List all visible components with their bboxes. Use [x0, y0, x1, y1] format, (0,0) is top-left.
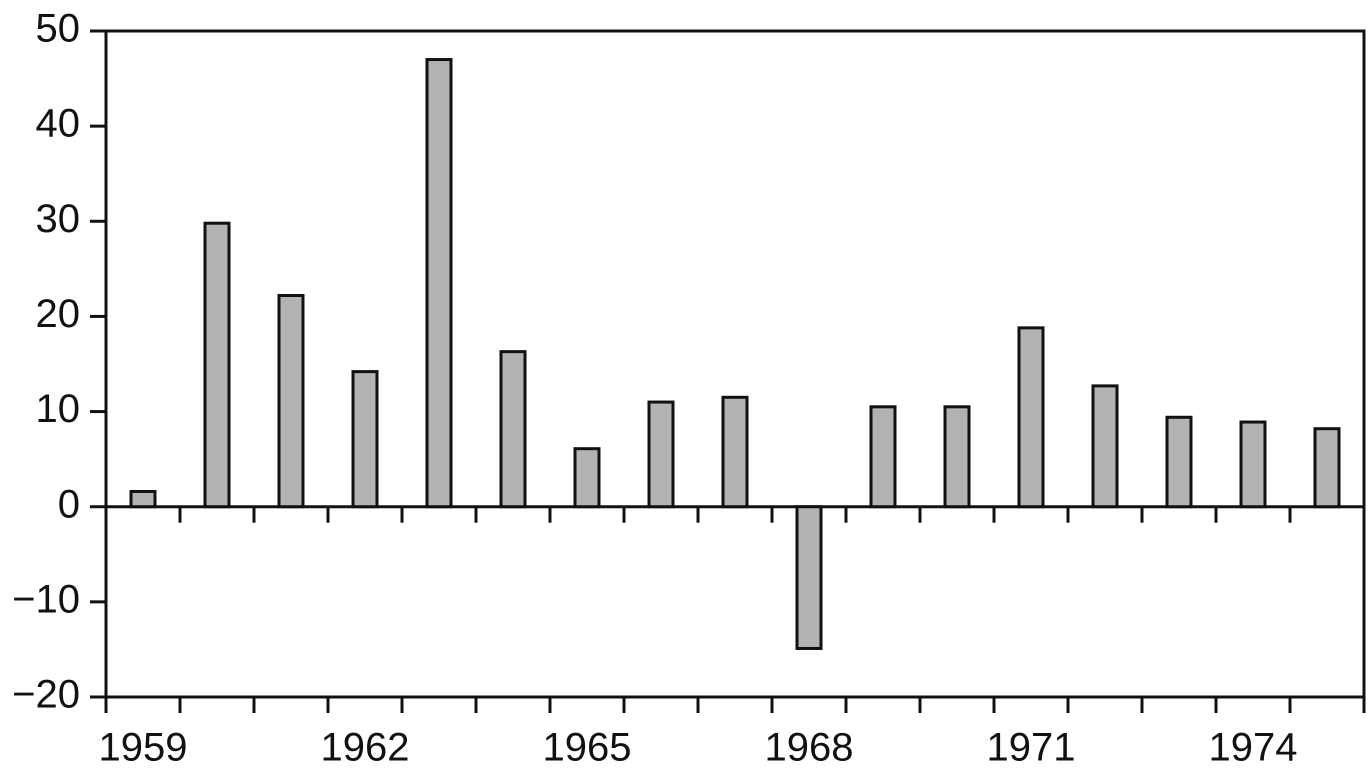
bar	[1239, 420, 1267, 509]
x-tick-label: 1974	[1209, 726, 1298, 770]
bar	[795, 505, 823, 650]
bar	[129, 489, 157, 509]
bar	[869, 405, 897, 509]
bar	[1313, 427, 1341, 509]
y-tick-label: 40	[36, 102, 81, 146]
bar	[1165, 415, 1193, 509]
bar	[721, 395, 749, 509]
plot-frame	[104, 29, 1366, 699]
bar	[647, 400, 675, 509]
bar	[499, 350, 527, 509]
bar	[425, 58, 453, 509]
y-tick-label: 50	[36, 7, 81, 51]
bar	[1017, 326, 1045, 509]
bar	[1091, 384, 1119, 509]
y-tick-label: 10	[36, 387, 81, 431]
y-tick-label: 0	[58, 482, 80, 526]
x-tick-label: 1971	[987, 726, 1076, 770]
bar	[573, 447, 601, 509]
x-tick-label: 1959	[99, 726, 188, 770]
bar	[351, 370, 379, 509]
x-tick-label: 1965	[543, 726, 632, 770]
bar	[943, 405, 971, 509]
y-tick-label: 30	[36, 197, 81, 241]
bar	[203, 221, 231, 509]
y-tick-label: −10	[12, 577, 80, 621]
y-tick-label: 20	[36, 292, 81, 336]
x-tick-label: 1968	[765, 726, 854, 770]
x-tick-label: 1962	[321, 726, 410, 770]
y-tick-label: −20	[12, 673, 80, 717]
bar	[277, 293, 305, 509]
